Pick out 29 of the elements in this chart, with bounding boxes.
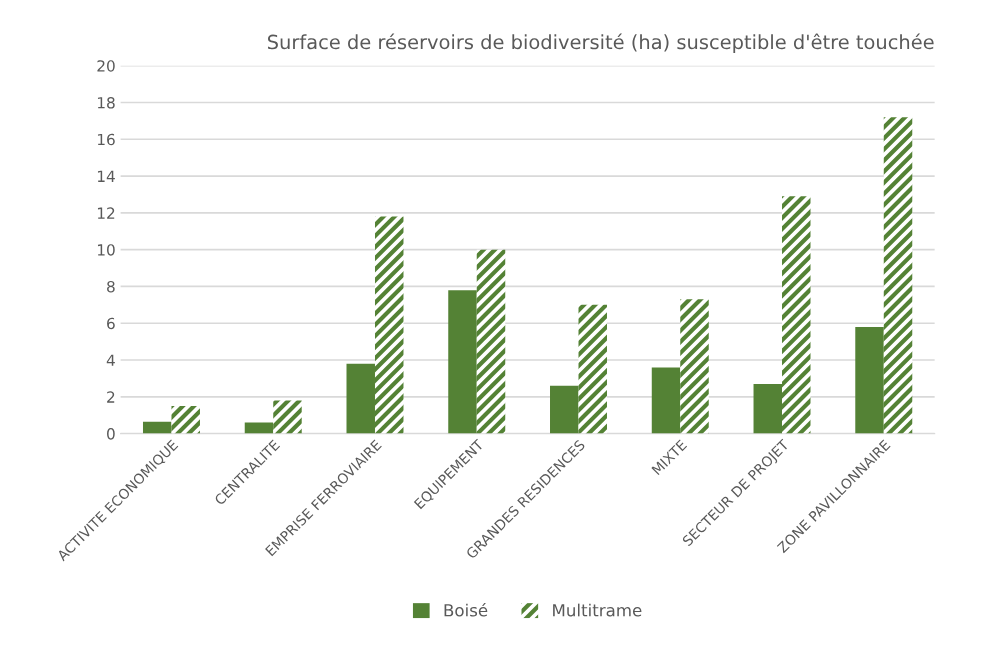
y-tick-label: 18	[97, 96, 115, 109]
y-tick-label: 20	[97, 60, 115, 72]
chart-title: Surface de réservoirs de biodiversité (ha) susceptible d'être touchée	[267, 33, 934, 54]
bar	[374, 216, 404, 434]
y-tick-label: 10	[97, 244, 115, 256]
y-tick-label: 0	[107, 428, 115, 440]
bar	[448, 290, 477, 434]
y-tick-label: 8	[107, 280, 115, 293]
bar	[273, 400, 302, 434]
bar	[753, 383, 783, 434]
y-tick-label: 16	[97, 133, 115, 146]
bar	[346, 363, 375, 434]
y-tick-label: 6	[107, 317, 115, 330]
bar	[782, 196, 811, 434]
bar	[855, 326, 884, 434]
bar	[550, 385, 579, 434]
bar	[171, 406, 200, 434]
bar	[142, 421, 172, 434]
bar	[578, 304, 607, 434]
bar	[476, 249, 506, 434]
legend-label: Boisé	[444, 602, 488, 617]
y-tick-label: 14	[97, 170, 115, 182]
y-tick-label: 2	[107, 391, 115, 403]
bar	[680, 299, 709, 434]
legend-label: Multitrame	[553, 603, 642, 617]
bar	[651, 367, 681, 434]
y-tick-label: 12	[97, 207, 115, 219]
y-tick-label: 4	[106, 354, 115, 366]
bar	[883, 117, 913, 434]
